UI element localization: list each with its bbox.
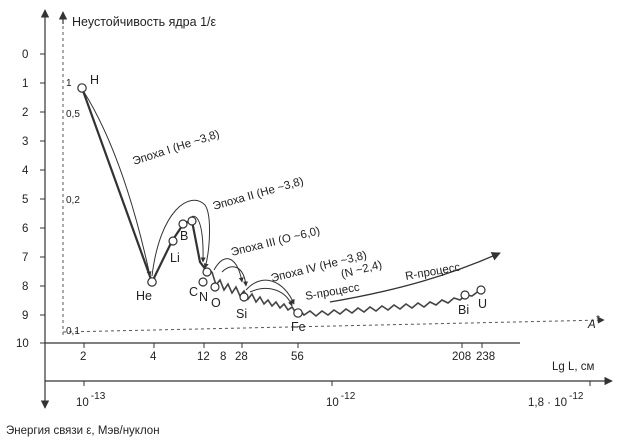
a-tick-12: 12: [197, 351, 210, 363]
a-axis: [62, 316, 605, 333]
y-tick-2: 2: [22, 107, 28, 119]
r-process-label: R-процесс: [404, 261, 461, 282]
y-tick-0: 0: [22, 49, 28, 61]
b-node-1: [178, 219, 188, 229]
o-node: [210, 282, 220, 292]
lgl-tick-3: 1,8 · 10-12: [528, 391, 584, 409]
y-tick-8: 8: [22, 281, 28, 293]
u-node: [476, 285, 486, 295]
label-h: H: [90, 73, 99, 87]
inner-tick-1: 1: [66, 78, 72, 89]
epoch-4-arrow-b: [249, 288, 293, 307]
a-tick-56: 56: [291, 351, 304, 363]
b-node-2: [187, 216, 197, 226]
a-tick-8: 8: [220, 351, 226, 363]
lgl-tick-2-exp: -12: [341, 391, 356, 402]
y-tick-5: 5: [22, 194, 28, 206]
a-axis-label: A*: [587, 314, 601, 331]
fe-node: [293, 308, 303, 318]
label-n: N: [199, 290, 208, 304]
lgl-tick-2-base: 10: [326, 397, 339, 409]
lgl-axis-label: Lg L, см: [552, 361, 595, 373]
lgl-tick-3-base: 1,8 · 10: [528, 397, 567, 409]
epoch-1-arrow: [83, 91, 152, 277]
s-process-label: S-процесс: [304, 282, 360, 303]
label-c: C: [189, 285, 198, 299]
y-tick-6: 6: [22, 223, 28, 235]
lgl-tick-1-base: 10: [76, 397, 89, 409]
y-axis-title: Неустойчивость ядра 1/ε: [72, 15, 216, 29]
label-he: He: [136, 289, 152, 303]
y-tick-7: 7: [22, 252, 28, 264]
y-tick-9: 9: [22, 310, 28, 322]
epoch-2-label: Эпоха II (Не ~3,8): [212, 175, 306, 212]
a-tick-4: 4: [150, 351, 157, 363]
epoch-3-label: Эпоха III (О ~6,0): [230, 225, 322, 259]
si-node: [239, 292, 249, 302]
a-tick-2: 2: [80, 351, 86, 363]
label-bi: Bi: [458, 303, 469, 317]
a-tick-28: 28: [235, 351, 248, 363]
lgl-tick-3-exp: -12: [569, 391, 584, 402]
y-tick-1: 1: [22, 78, 28, 90]
a-tick-marks: [83, 343, 483, 348]
h-node: [77, 83, 87, 93]
he-node: [147, 277, 157, 287]
inner-tick-02: 0,2: [66, 195, 80, 206]
y-tick-10: 10: [16, 338, 29, 350]
label-u: U: [478, 297, 487, 311]
inner-tick-01: 0,1: [66, 326, 80, 337]
li-node: [168, 236, 178, 246]
epoch-1-label: Эпоха I (Не ~3,8): [131, 128, 221, 167]
a-axis-letter: A: [587, 319, 596, 331]
c-node: [198, 277, 208, 287]
n-node: [202, 267, 212, 277]
a-tick-208: 208: [452, 351, 471, 363]
epoch-3-arrow-b: [221, 266, 249, 287]
label-b: B: [180, 229, 188, 243]
lgl-tick-1: 10-13: [76, 391, 106, 409]
lgl-tick-marks: [83, 381, 591, 386]
element-markers: [77, 83, 486, 318]
label-li: Li: [170, 251, 180, 265]
epoch-2-arrow: [151, 199, 211, 277]
label-o: O: [211, 296, 221, 310]
y-tick-4: 4: [22, 165, 29, 177]
y-tick-marks: [40, 53, 45, 344]
y-tick-3: 3: [22, 136, 28, 148]
r-process-arrow: [329, 252, 501, 303]
binding-curve: [80, 87, 213, 285]
bi-node: [460, 290, 470, 300]
lgl-tick-1-exp: -13: [91, 391, 106, 402]
epoch-4-arrow: [245, 279, 295, 305]
bottom-axis-title: Энергия связи ε, Мэв/нуклон: [6, 425, 160, 437]
epoch-3-arrow: [213, 258, 244, 283]
label-fe: Fe: [291, 320, 306, 334]
a-axis-sup: *: [596, 314, 601, 325]
inner-tick-05: 0,5: [66, 109, 80, 120]
label-si: Si: [236, 307, 247, 321]
a-tick-238: 238: [476, 351, 495, 363]
lgl-tick-2: 10-12: [326, 391, 356, 409]
